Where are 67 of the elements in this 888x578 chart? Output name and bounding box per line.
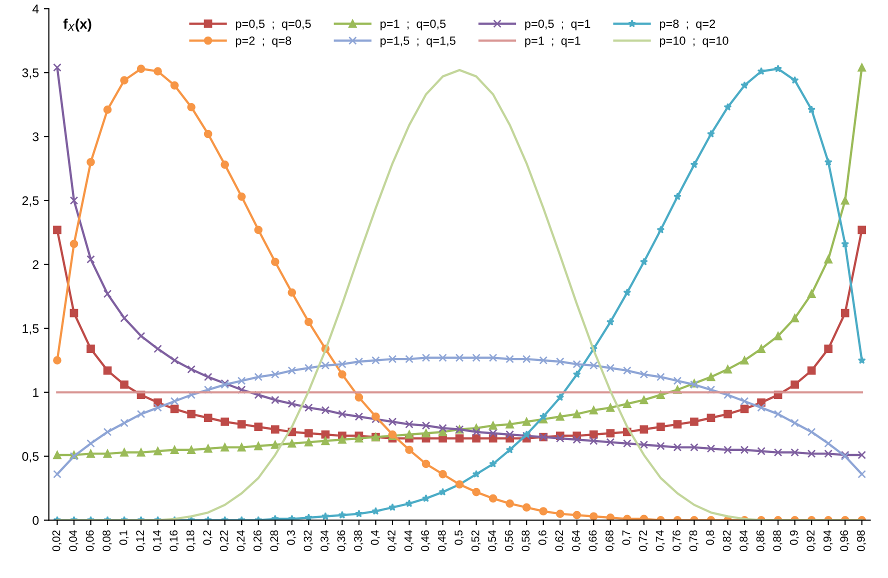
- legend-label: p=2 ; q=8: [236, 36, 292, 48]
- x-tick-label: 0,96: [840, 530, 850, 552]
- y-axis-title: f$_{X}$(x): [63, 18, 92, 32]
- x-tick-label: 0,24: [236, 530, 246, 552]
- x-tick-label: 0,7: [622, 530, 632, 545]
- x-tick-label: 0,78: [689, 530, 699, 552]
- x-tick-label: 0,48: [438, 530, 448, 552]
- y-tick-label: 2,5: [22, 196, 39, 207]
- x-tick-label: 0,92: [806, 530, 816, 552]
- x-tick-label: 0,8: [706, 530, 716, 545]
- x-tick-label: 0,84: [740, 530, 749, 552]
- x-tick-label: 0,22: [220, 530, 230, 552]
- x-tick-label: 0,1: [119, 530, 129, 545]
- x-tick-label: 0,04: [69, 530, 78, 552]
- x-tick-label: 0,56: [504, 530, 514, 552]
- legend-label: p=1 ; q=1: [525, 36, 580, 48]
- x-tick-label: 0,9: [790, 530, 800, 545]
- x-tick-label: 0,06: [86, 530, 96, 552]
- legend-label: p=1,5 ; q=1,5: [380, 36, 456, 48]
- x-tick-label: 0,42: [388, 530, 397, 552]
- x-tick-label: 0,46: [421, 530, 430, 552]
- x-tick-label: 0,44: [404, 530, 414, 552]
- x-tick-label: 0,86: [756, 530, 766, 552]
- x-tick-label: 0,4: [370, 530, 380, 545]
- legend-label: p=0,5 ; q=1: [525, 20, 590, 30]
- y-tick-label: 0: [32, 516, 39, 525]
- x-tick-label: 0,66: [588, 530, 598, 552]
- y-tick-label: 2: [32, 260, 38, 269]
- x-tick-label: 0,98: [856, 530, 866, 552]
- x-tick-label: 0,5: [454, 530, 464, 545]
- y-tick-label: 3: [32, 132, 39, 142]
- x-tick-label: 0,38: [354, 530, 364, 552]
- x-tick-label: 0,94: [823, 530, 833, 552]
- legend-label: p=0,5 ; q=0,5: [236, 20, 311, 30]
- legend-label: p=1 ; q=0,5: [380, 20, 446, 30]
- x-tick-label: 0,6: [538, 530, 548, 545]
- x-tick-label: 0,34: [320, 530, 330, 552]
- x-tick-label: 0,16: [170, 530, 179, 552]
- y-tick-label: 4: [32, 4, 39, 14]
- x-tick-label: 0,68: [606, 530, 615, 552]
- x-tick-label: 0,52: [471, 530, 481, 552]
- x-tick-label: 0,08: [102, 530, 112, 552]
- y-tick-label: 1: [33, 388, 39, 397]
- legend-label: p=10 ; q=10: [660, 36, 728, 48]
- x-tick-label: 0,62: [555, 530, 564, 552]
- x-tick-label: 0,18: [186, 530, 196, 552]
- x-tick-label: 0,88: [773, 530, 782, 552]
- x-tick-label: 0,02: [52, 530, 62, 552]
- x-tick-label: 0,2: [203, 530, 212, 545]
- x-tick-label: 0,76: [672, 530, 682, 552]
- y-tick-label: 3,5: [22, 68, 39, 79]
- x-tick-label: 0,12: [136, 530, 146, 552]
- x-tick-label: 0,36: [337, 530, 346, 552]
- x-tick-label: 0,14: [152, 530, 162, 552]
- x-tick-label: 0,3: [287, 530, 296, 545]
- x-tick-label: 0,74: [656, 530, 665, 552]
- x-tick-label: 0,28: [270, 530, 280, 552]
- x-tick-label: 0,26: [253, 530, 263, 552]
- x-tick-label: 0,64: [572, 530, 582, 552]
- x-tick-label: 0,82: [722, 530, 732, 552]
- x-tick-label: 0,54: [488, 530, 498, 552]
- y-tick-label: 0,5: [22, 452, 39, 462]
- x-tick-label: 0,58: [522, 530, 531, 552]
- x-tick-label: 0,72: [639, 530, 648, 552]
- x-tick-label: 0,32: [304, 530, 313, 552]
- y-tick-label: 1,5: [22, 324, 39, 335]
- legend-label: p=8 ; q=2: [660, 20, 716, 30]
